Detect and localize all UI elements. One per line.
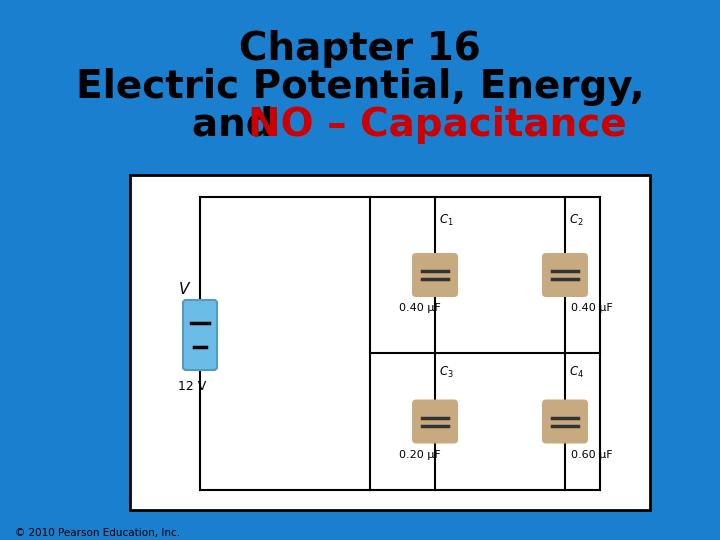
FancyBboxPatch shape [542, 400, 588, 443]
Text: $C_4$: $C_4$ [569, 365, 584, 380]
Text: $C_2$: $C_2$ [569, 213, 584, 228]
FancyBboxPatch shape [412, 253, 458, 297]
Text: V: V [179, 281, 189, 296]
Text: 12 V: 12 V [178, 381, 206, 394]
Text: and: and [192, 106, 287, 144]
FancyBboxPatch shape [412, 400, 458, 443]
Text: $C_1$: $C_1$ [439, 213, 454, 228]
Text: © 2010 Pearson Education, Inc.: © 2010 Pearson Education, Inc. [15, 528, 180, 538]
Text: Chapter 16: Chapter 16 [239, 30, 481, 68]
Text: 0.60 μF: 0.60 μF [571, 449, 613, 460]
Bar [130, 175, 650, 510]
Text: 0.40 μF: 0.40 μF [571, 303, 613, 313]
Text: Electric Potential, Energy,: Electric Potential, Energy, [76, 68, 644, 106]
FancyBboxPatch shape [183, 300, 217, 370]
Text: 0.40 μF: 0.40 μF [399, 303, 441, 313]
Text: 0.20 μF: 0.20 μF [399, 449, 441, 460]
Text: $C_3$: $C_3$ [439, 365, 454, 380]
FancyBboxPatch shape [542, 253, 588, 297]
Text: NO – Capacitance: NO – Capacitance [248, 106, 626, 144]
